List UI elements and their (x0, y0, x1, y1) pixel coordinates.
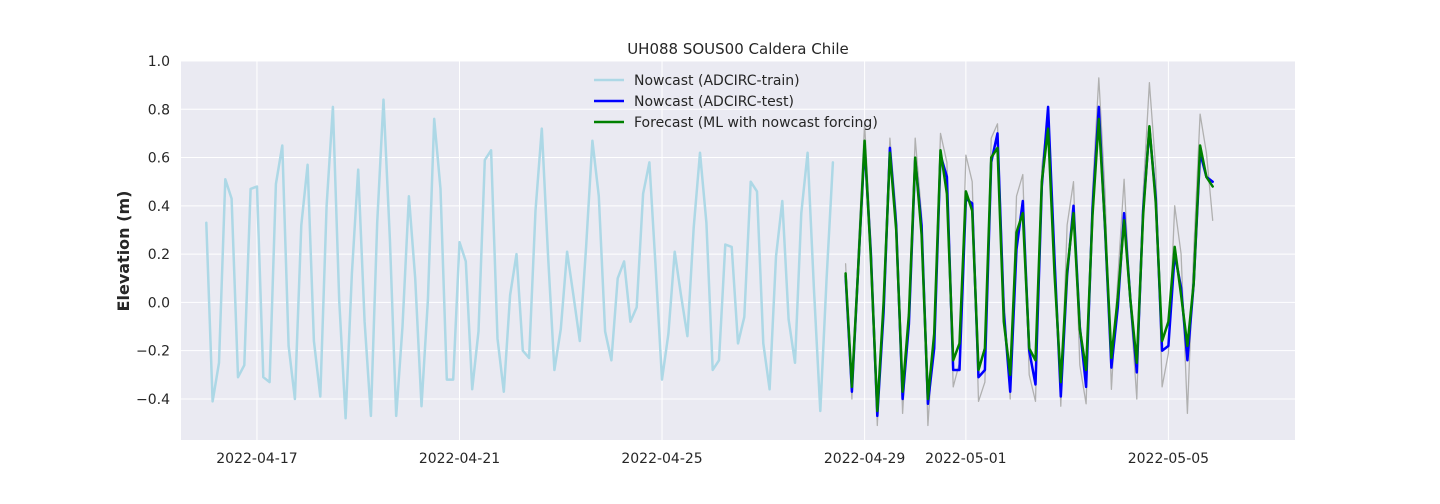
y-axis-ticks: −0.4 −0.2 0.0 0.2 0.4 0.6 0.8 1.0 (136, 54, 170, 408)
legend: Nowcast (ADCIRC-train) Nowcast (ADCIRC-te… (594, 73, 878, 131)
series-layer (205, 77, 1214, 427)
x-tick-label: 2022-04-25 (621, 451, 702, 467)
plot-area (181, 61, 1295, 440)
y-tick-label: 0.0 (148, 295, 170, 311)
legend-label: Nowcast (ADCIRC-test) (634, 94, 794, 110)
series-line-2 (844, 117, 1214, 413)
y-tick-label: 1.0 (148, 54, 170, 70)
y-tick-label: −0.2 (136, 344, 170, 360)
x-tick-label: 2022-04-17 (216, 451, 297, 467)
series-line-0 (205, 98, 835, 420)
legend-label: Nowcast (ADCIRC-train) (634, 73, 800, 89)
x-axis-ticks: 2022-04-17 2022-04-21 2022-04-25 2022-04-29… (216, 451, 1209, 467)
y-tick-label: 0.8 (148, 102, 170, 118)
y-tick-label: 0.4 (148, 199, 170, 215)
y-tick-label: 0.2 (148, 247, 170, 263)
legend-label: Forecast (ML with nowcast forcing) (634, 115, 878, 131)
x-tick-label: 2022-05-05 (1128, 451, 1209, 467)
y-tick-label: 0.6 (148, 151, 170, 167)
y-tick-label: −0.4 (136, 392, 170, 408)
chart-title: UH088 SOUS00 Caldera Chile (627, 40, 849, 58)
x-tick-label: 2022-05-01 (925, 451, 1006, 467)
x-tick-label: 2022-04-29 (824, 451, 905, 467)
x-tick-label: 2022-04-21 (419, 451, 500, 467)
y-axis-label: Elevation (m) (114, 191, 133, 312)
